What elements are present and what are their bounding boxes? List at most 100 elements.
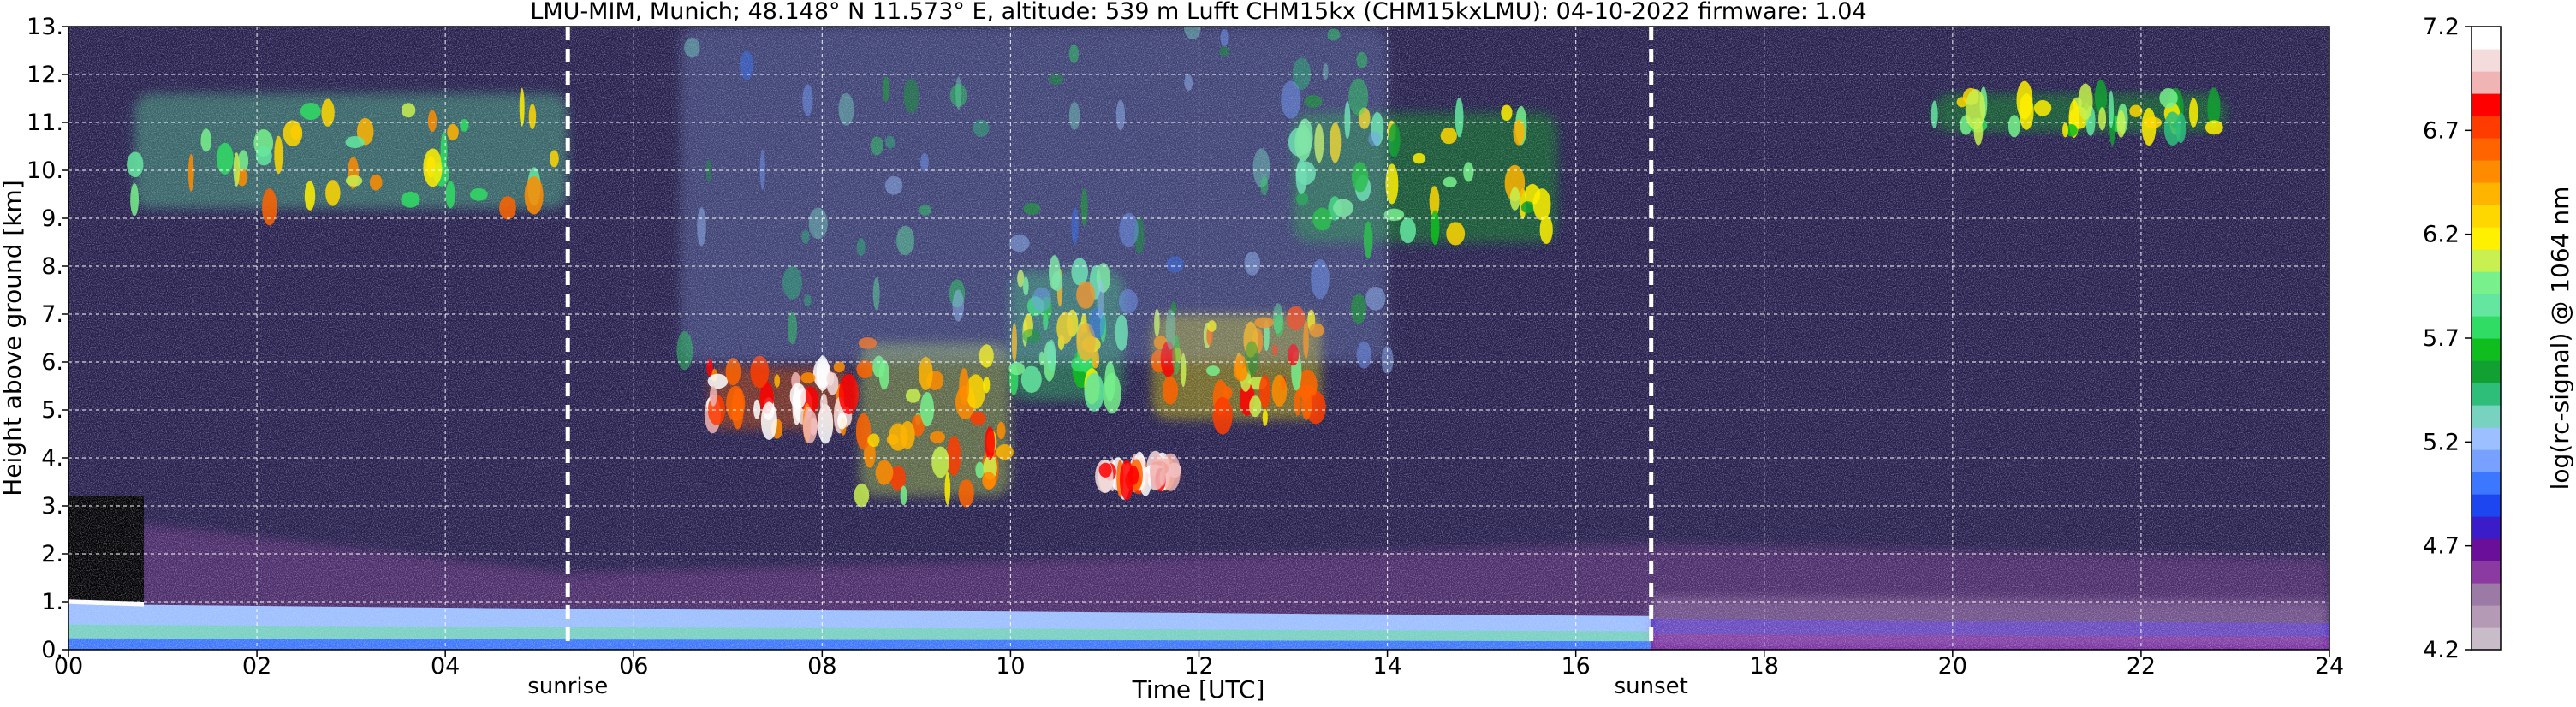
y-tick-label: 0. [41,637,63,663]
colorbar-segment [2472,27,2501,50]
cloud-speck [1068,101,1080,130]
cloud-speck [1350,294,1367,324]
cloud-speck [2094,80,2108,114]
cloud-speck [975,461,985,478]
x-tick-label: 22 [2127,653,2156,680]
cloud-speck [1294,389,1301,416]
y-tick-label: 11. [27,110,63,136]
cloud-speck [345,136,365,148]
cloud-speck [1504,164,1526,202]
cloud-speck [1097,278,1104,319]
sunset-label: sunset [1615,674,1688,699]
cloud-speck [872,277,880,311]
cloud-speck [187,153,194,192]
cloud-speck [460,119,469,132]
cloud-speck [1119,212,1139,247]
cloud-speck [304,181,316,211]
cloud-speck [2189,98,2198,128]
x-tick-label: 24 [2315,653,2344,680]
x-axis-label: Time [UTC] [1132,675,1265,704]
cloud-speck [1509,187,1520,211]
cloud-speck [550,150,559,168]
y-tick-label: 13. [27,14,63,40]
cloud-speck [808,207,828,240]
cloud-speck [1513,119,1525,146]
cloud-speck [856,360,873,378]
cloud-speck [1104,361,1115,401]
colorbar-segment [2472,160,2501,183]
cloud-speck [345,175,363,187]
colorbar-segment [2472,360,2501,383]
cloud-speck [1301,389,1312,420]
y-tick-label: 2. [41,541,63,567]
cloud-speck [838,92,854,126]
cloud-speck [826,371,835,386]
cloud-speck [1219,46,1229,57]
cloud-speck [528,104,537,130]
cloud-haze [681,27,1388,362]
cloud-speck [1206,365,1220,377]
cloud-speck [944,472,951,506]
cloud-speck [1446,222,1466,246]
cloud-speck [1323,62,1329,80]
colorbar-tick-label: 4.2 [2423,637,2460,663]
cloud-speck [401,103,416,118]
cloud-features [127,27,2226,508]
cloud-speck [130,183,140,217]
colorbar-tick-label: 6.2 [2423,222,2460,248]
cloud-speck [1455,97,1464,138]
cloud-speck [1023,202,1041,215]
colorbar-segment [2472,116,2501,139]
cloud-speck [1356,341,1371,369]
cloud-speck [983,377,991,394]
cloud-speck [1348,78,1369,116]
cloud-speck [759,149,765,190]
colorbar-segment [2472,405,2501,428]
colorbar-segment [2472,538,2501,561]
cloud-speck [726,385,746,422]
colorbar-segment [2472,49,2501,72]
cloud-speck [920,152,929,172]
cloud-speck [952,289,965,322]
cloud-speck [875,460,894,485]
cloud-speck [1931,100,1938,129]
cloud-speck [870,136,883,156]
grid-lines [68,27,2329,650]
cloud-speck [1431,210,1440,246]
cloud-speck [1084,372,1104,412]
cloud-speck [1304,95,1323,108]
cloud-speck [2062,122,2068,138]
cloud-speck [2175,112,2186,144]
cloud-speck [1532,188,1551,221]
cloud-speck [740,50,754,80]
y-tick-label: 3. [41,493,63,520]
cloud-speck [1220,28,1229,47]
cloud-speck [1184,74,1193,92]
cloud-speck [1160,453,1181,491]
chart-title: LMU-MIM, Munich; 48.148° N 11.573° E, al… [530,0,1866,25]
cloud-speck [985,426,996,460]
cloud-speck [818,403,834,444]
cloud-feature [676,27,1394,376]
cloud-speck [900,420,915,449]
cloud-speck [1400,217,1416,244]
colorbar-segment [2472,449,2501,472]
cloud-speck [2078,83,2093,121]
cloud-speck [1022,328,1041,344]
cloud-speck [1134,217,1145,255]
colorbar-segment [2472,138,2501,161]
cloud-speck [958,479,974,508]
cloud-speck [1244,251,1261,276]
cloud-speck [707,373,729,389]
colorbar-segment [2472,227,2501,250]
cloud-speck [1520,201,1535,214]
colorbar-label: log(rc-signal) @ 1064 nm [2546,187,2574,490]
cloud-speck [787,312,798,345]
cloud-speck [684,38,700,58]
cloud-speck [760,401,777,440]
cloud-speck [2129,104,2143,117]
cloud-speck [200,128,212,152]
cloud-speck [1356,51,1368,69]
cloud-speck [1008,362,1025,376]
cloud-speck [955,76,961,110]
